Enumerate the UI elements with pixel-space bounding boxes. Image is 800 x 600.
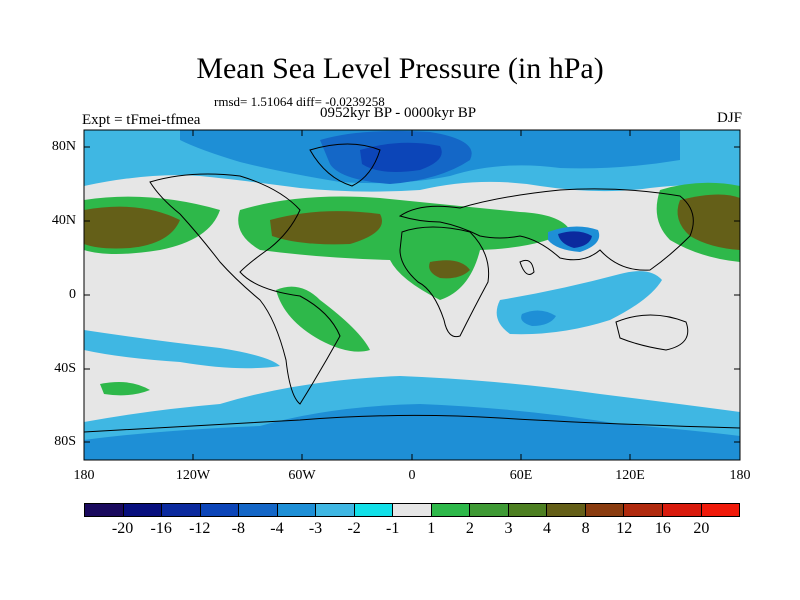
lon-label-0: 0 <box>408 468 416 483</box>
colorbar-label: -4 <box>270 520 284 537</box>
colorbar-label: 8 <box>581 520 590 537</box>
colorbar-label: 20 <box>693 520 710 537</box>
lon-label-120w: 120W <box>175 468 211 483</box>
colorbar-label: -12 <box>189 520 211 537</box>
colorbar-label: 12 <box>616 520 633 537</box>
colorbar <box>84 503 740 517</box>
colorbar-box <box>624 504 663 516</box>
lon-label-180w: 180 <box>73 468 95 483</box>
colorbar-box <box>162 504 201 516</box>
colorbar-label: 4 <box>543 520 552 537</box>
experiment-label: Expt = tFmei-tfmea <box>82 112 201 128</box>
colorbar-box <box>508 504 548 516</box>
lat-label-80n: 80N <box>51 139 76 154</box>
colorbar-label: 16 <box>654 520 671 537</box>
chart-title: Mean Sea Level Pressure (in hPa) <box>196 52 604 85</box>
lat-label-80s: 80S <box>54 434 76 449</box>
lon-label-120e: 120E <box>615 468 645 483</box>
season-label: DJF <box>716 110 742 126</box>
lon-label-180e: 180 <box>729 468 751 483</box>
colorbar-box <box>701 504 740 516</box>
colorbar-label: -20 <box>111 520 134 537</box>
colorbar-box <box>470 504 509 516</box>
colorbar-label: -1 <box>386 520 400 537</box>
colorbar-box <box>277 504 317 516</box>
coastlines <box>84 143 740 433</box>
lat-label-40n: 40N <box>51 213 76 228</box>
colorbar-box <box>85 504 124 516</box>
colorbar-label: 2 <box>465 520 474 537</box>
colorbar-box <box>200 504 240 516</box>
colorbar-box <box>585 504 625 516</box>
stats-text: rmsd= 1.51064 diff= -0.0239258 <box>214 94 385 109</box>
colorbar-box <box>393 504 432 516</box>
colorbar-box <box>431 504 471 516</box>
colorbar-box <box>354 504 394 516</box>
lon-label-60w: 60W <box>288 468 316 483</box>
period-label: 0952kyr BP - 0000kyr BP <box>320 105 477 121</box>
colorbar-label: -8 <box>231 520 245 537</box>
lat-label-40s: 40S <box>54 361 76 376</box>
colorbar-label: -16 <box>150 520 172 537</box>
colorbar-box <box>547 504 586 516</box>
lat-label-0: 0 <box>69 287 76 302</box>
axis-ticks <box>84 130 740 460</box>
colorbar-box <box>316 504 355 516</box>
lon-label-60e: 60E <box>509 468 533 483</box>
colorbar-label: 3 <box>504 520 513 537</box>
colorbar-box <box>239 504 278 516</box>
colorbar-box <box>662 504 702 516</box>
colorbar-box <box>123 504 163 516</box>
colorbar-label: -3 <box>308 520 323 537</box>
colorbar-label: 1 <box>427 520 436 537</box>
pressure-field <box>84 130 740 460</box>
colorbar-label: -2 <box>347 520 361 537</box>
